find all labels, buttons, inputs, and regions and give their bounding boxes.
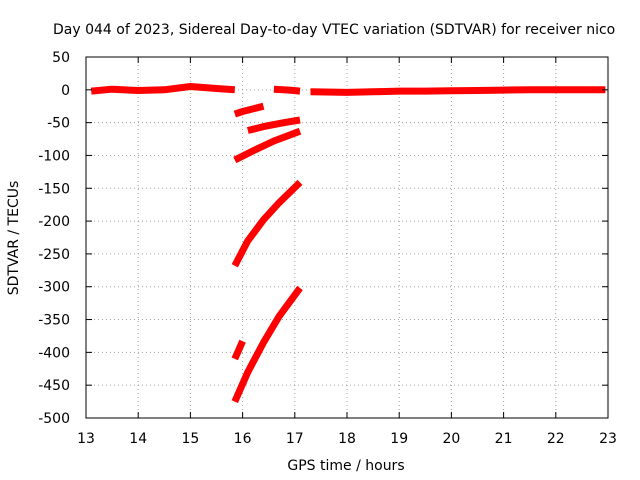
x-tick-label: 17 bbox=[286, 431, 304, 447]
x-tick-label: 21 bbox=[495, 431, 513, 447]
data-segment bbox=[310, 86, 606, 96]
chart-title: Day 044 of 2023, Sidereal Day-to-day VTE… bbox=[53, 22, 615, 38]
y-tick-label: -50 bbox=[47, 116, 70, 132]
y-tick-label: -450 bbox=[38, 378, 70, 394]
axis-ticks: 13 14 15 16 17 18 19 20 21 22 23 50 0 -50 -100 -150 -200… bbox=[38, 50, 617, 447]
x-tick-label: 15 bbox=[181, 431, 199, 447]
x-tick-label: 13 bbox=[77, 431, 95, 447]
y-tick-label: -100 bbox=[38, 148, 70, 164]
data-segment bbox=[231, 285, 303, 404]
data-segment bbox=[231, 179, 303, 268]
y-tick-label: 50 bbox=[52, 50, 70, 66]
y-tick-label: -150 bbox=[38, 181, 70, 197]
grid bbox=[86, 57, 608, 418]
x-tick-label: 16 bbox=[234, 431, 252, 447]
x-tick-label: 14 bbox=[129, 431, 147, 447]
x-tick-label: 18 bbox=[338, 431, 356, 447]
y-tick-label: -400 bbox=[38, 345, 70, 361]
data-segment bbox=[90, 83, 236, 95]
data-segment bbox=[233, 127, 302, 164]
x-tick-label: 22 bbox=[547, 431, 565, 447]
y-tick-label: 0 bbox=[61, 83, 70, 99]
y-tick-label: -350 bbox=[38, 313, 70, 329]
x-tick-label: 20 bbox=[442, 431, 460, 447]
x-tick-label: 19 bbox=[390, 431, 408, 447]
data-segment bbox=[246, 116, 301, 134]
data-segment bbox=[273, 85, 301, 95]
data-segment bbox=[231, 339, 246, 361]
y-tick-label: -500 bbox=[38, 411, 70, 427]
x-tick-label: 23 bbox=[599, 431, 617, 447]
x-axis-title: GPS time / hours bbox=[287, 458, 404, 474]
y-tick-label: -200 bbox=[38, 214, 70, 230]
data-segment bbox=[233, 102, 265, 118]
data-series bbox=[90, 83, 606, 404]
y-tick-label: -250 bbox=[38, 247, 70, 263]
y-tick-label: -300 bbox=[38, 280, 70, 296]
y-axis-title: SDTVAR / TECUs bbox=[6, 181, 22, 296]
